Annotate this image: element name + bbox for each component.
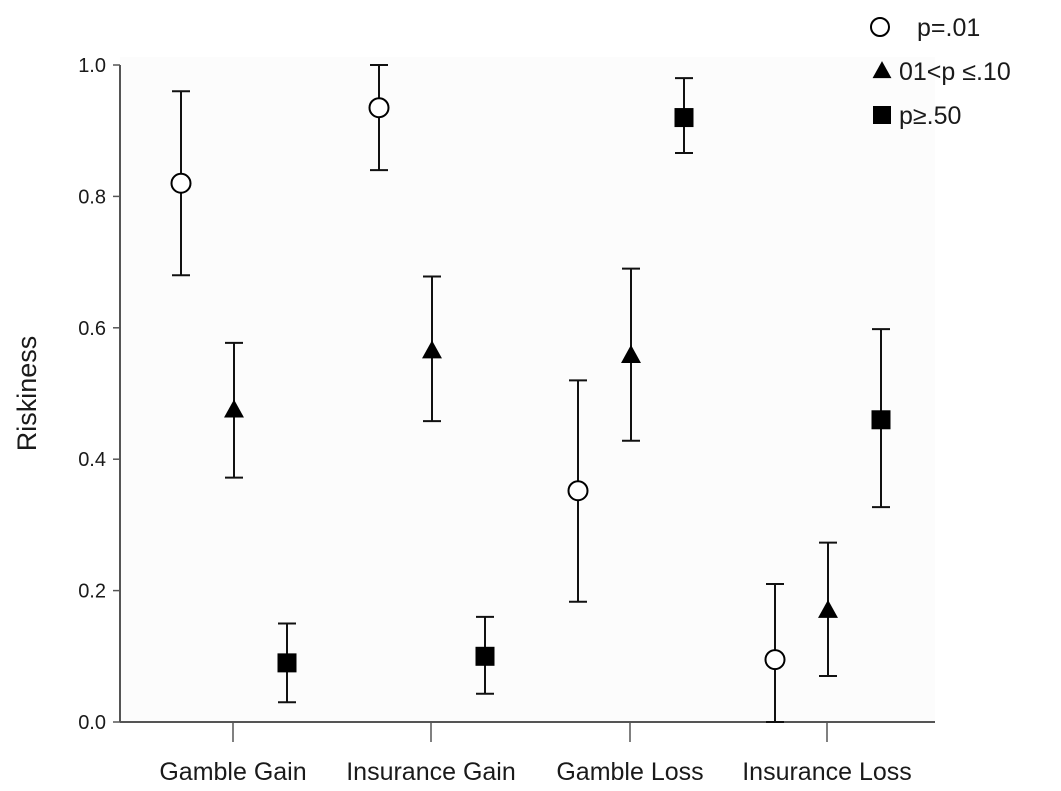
y-axis-title: Riskiness <box>12 336 42 452</box>
legend-marker <box>872 61 892 79</box>
data-point <box>621 344 641 363</box>
y-tick-label: 0.6 <box>78 318 106 340</box>
data-point <box>475 646 495 666</box>
plot-area <box>120 57 935 722</box>
y-tick-label: 1.0 <box>78 55 106 77</box>
legend-label: p=.01 <box>917 14 980 42</box>
y-tick-label: 0.8 <box>78 186 106 208</box>
legend-label: 01<p ≤.10 <box>899 58 1011 86</box>
data-point <box>422 340 442 359</box>
x-category-label: Insurance Gain <box>346 758 516 786</box>
data-point <box>818 599 838 618</box>
y-tick-label: 0.4 <box>78 449 106 471</box>
data-point <box>277 653 297 673</box>
data-point <box>368 97 390 119</box>
y-tick-label: 0.2 <box>78 581 106 603</box>
legend-marker <box>870 17 890 37</box>
legend-marker <box>873 106 891 124</box>
data-point <box>674 108 694 128</box>
data-point <box>224 399 244 418</box>
x-category-label: Gamble Gain <box>159 758 306 786</box>
x-category-label: Insurance Loss <box>742 758 912 786</box>
x-category-label: Gamble Loss <box>556 758 703 786</box>
data-point <box>567 480 589 502</box>
data-point <box>764 649 786 671</box>
data-point <box>871 410 891 430</box>
data-point <box>170 172 192 194</box>
y-tick-label: 0.0 <box>78 712 106 734</box>
legend-label: p≥.50 <box>899 102 961 130</box>
